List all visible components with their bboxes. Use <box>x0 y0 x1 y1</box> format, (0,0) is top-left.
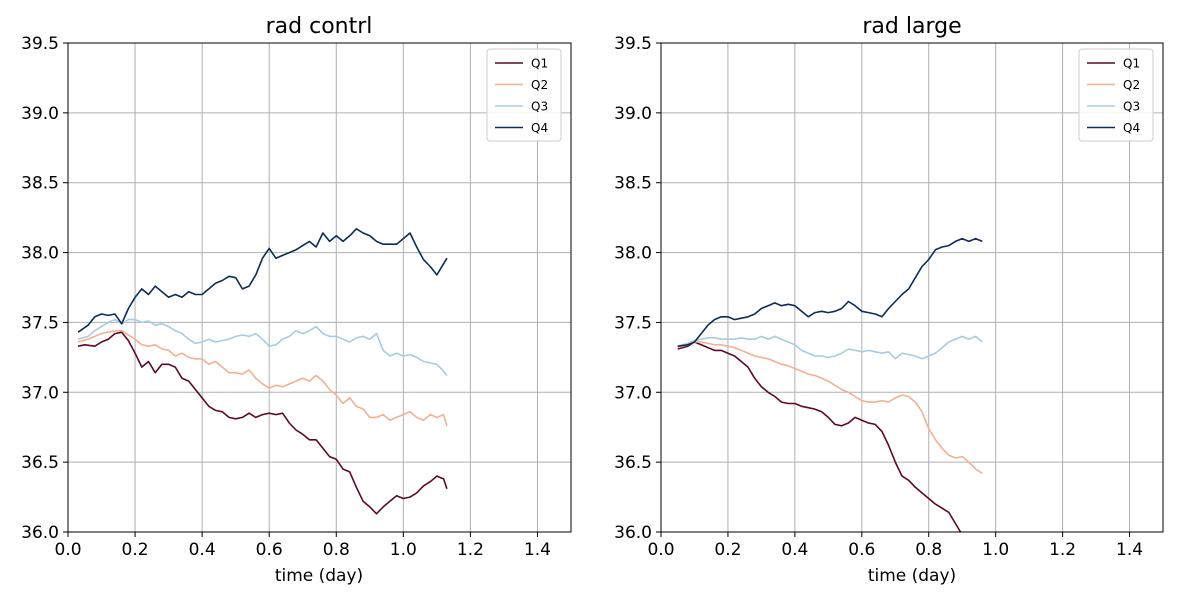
y-tick-label: 36.5 <box>614 453 652 473</box>
x-axis-label: time (day) <box>868 566 956 586</box>
legend-label: Q1 <box>531 57 548 71</box>
y-tick-label: 38.5 <box>614 174 652 194</box>
chart-title: rad large <box>862 14 961 39</box>
chart-title: rad contrl <box>266 14 373 39</box>
y-tick-label: 39.5 <box>614 34 652 54</box>
x-tick-label: 0.0 <box>647 540 674 560</box>
x-tick-label: 1.2 <box>457 540 484 560</box>
x-tick-label: 0.0 <box>54 540 81 560</box>
y-tick-label: 37.5 <box>21 313 59 333</box>
legend-box <box>486 48 562 142</box>
x-tick-label: 0.8 <box>323 540 350 560</box>
axes-frame <box>67 42 572 533</box>
y-tick-label: 36.0 <box>21 523 59 543</box>
legend-box <box>1078 48 1154 142</box>
chart-panel-left: rad contrl time (day) 0.0 0.2 0.4 0.6 0.8 1.0… <box>21 14 572 586</box>
x-tick-label: 1.0 <box>390 540 417 560</box>
x-tick-label: 0.2 <box>714 540 741 560</box>
series-line-q3 <box>77 318 448 376</box>
series-line-q1 <box>677 341 962 532</box>
x-tick-label: 0.6 <box>848 540 875 560</box>
series-line-q4 <box>77 228 448 333</box>
y-tick-label: 38.0 <box>21 244 59 264</box>
x-tick-label: 1.0 <box>982 540 1009 560</box>
y-tick-label: 37.0 <box>614 383 652 403</box>
x-tick-label: 0.4 <box>189 540 216 560</box>
y-tick-label: 37.5 <box>614 313 652 333</box>
x-tick-label: 1.4 <box>1116 540 1143 560</box>
y-tick-label: 38.0 <box>614 244 652 264</box>
x-tick-label: 0.4 <box>781 540 808 560</box>
legend-label: Q4 <box>531 121 548 135</box>
x-tick-label: 1.2 <box>1049 540 1076 560</box>
y-tick-label: 38.5 <box>21 174 59 194</box>
series-line-q4 <box>677 237 983 347</box>
x-tick-label: 0.6 <box>256 540 283 560</box>
y-tick-label: 39.5 <box>21 34 59 54</box>
x-tick-label: 1.4 <box>524 540 551 560</box>
legend-label: Q2 <box>531 78 548 92</box>
legend-label: Q1 <box>1123 57 1140 71</box>
y-tick-label: 36.5 <box>21 453 59 473</box>
y-tick-label: 37.0 <box>21 383 59 403</box>
axes-frame <box>660 42 1164 533</box>
y-tick-label: 36.0 <box>614 523 652 543</box>
y-tick-label: 39.0 <box>21 104 59 124</box>
y-tick-label: 39.0 <box>614 104 652 124</box>
legend-label: Q2 <box>1123 78 1140 92</box>
legend-label: Q4 <box>1123 121 1140 135</box>
chart-panel-right: rad large time (day) 0.0 0.2 0.4 0.6 0.8 1.0 1… <box>614 14 1164 586</box>
series-line-q2 <box>77 329 448 427</box>
x-tick-label: 0.2 <box>122 540 149 560</box>
legend-label: Q3 <box>531 100 548 114</box>
legend-label: Q3 <box>1123 100 1140 114</box>
series-line-q2 <box>677 341 983 474</box>
series-line-q3 <box>677 335 983 360</box>
series-line-q1 <box>77 331 448 515</box>
x-tick-label: 0.8 <box>915 540 942 560</box>
x-axis-label: time (day) <box>275 566 363 586</box>
